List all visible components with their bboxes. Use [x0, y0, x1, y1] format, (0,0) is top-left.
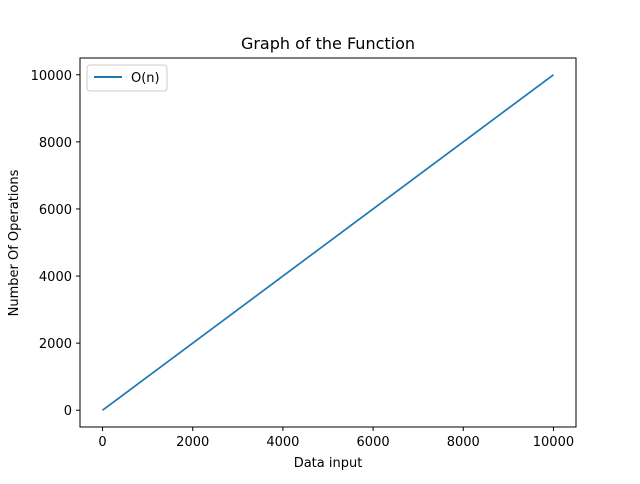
y-tick-label: 6000 — [39, 203, 72, 218]
y-axis: 0 2000 4000 6000 8000 10000 — [31, 69, 80, 419]
y-tick-label: 10000 — [31, 69, 72, 84]
x-tick-label: 6000 — [357, 435, 390, 450]
y-tick-label: 0 — [64, 404, 72, 419]
y-tick-label: 2000 — [39, 337, 72, 352]
legend-box — [86, 64, 168, 92]
y-tick-label: 8000 — [39, 136, 72, 151]
series-line-o-n — [102, 74, 554, 411]
x-tick-label: 2000 — [176, 435, 209, 450]
x-tick-label: 0 — [98, 435, 106, 450]
x-tick-label: 4000 — [266, 435, 299, 450]
x-tick-label: 10000 — [533, 435, 574, 450]
legend: O(n) — [86, 64, 168, 92]
x-axis: 0 2000 4000 6000 8000 10000 — [98, 427, 574, 450]
y-axis-label: Number Of Operations — [7, 169, 22, 316]
legend-label-o-n: O(n) — [131, 71, 160, 86]
plot-area — [79, 57, 577, 428]
x-tick-label: 8000 — [447, 435, 480, 450]
axes-frame — [79, 57, 577, 428]
series-layer — [102, 74, 554, 411]
y-tick-label: 4000 — [39, 270, 72, 285]
x-axis-label: Data input — [294, 456, 363, 471]
chart-title: Graph of the Function — [241, 34, 415, 53]
